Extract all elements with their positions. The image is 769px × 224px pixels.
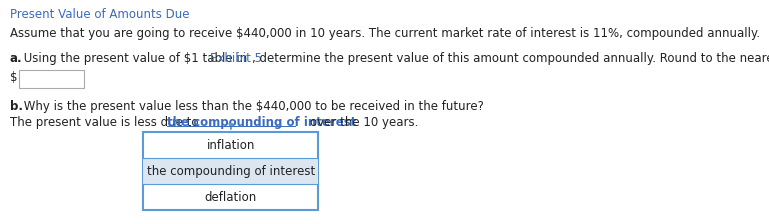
- Text: over the 10 years.: over the 10 years.: [295, 116, 418, 129]
- Bar: [19, 70, 84, 88]
- Bar: [143, 132, 318, 210]
- Text: Present Value of Amounts Due: Present Value of Amounts Due: [10, 8, 189, 21]
- Text: the compounding of interest: the compounding of interest: [167, 116, 356, 129]
- Text: Why is the present value less than the $440,000 to be received in the future?: Why is the present value less than the $…: [19, 100, 484, 113]
- Text: , determine the present value of this amount compounded annually. Round to the n: , determine the present value of this am…: [252, 52, 769, 65]
- Text: b.: b.: [10, 100, 23, 113]
- Text: Assume that you are going to receive $440,000 in 10 years. The current market ra: Assume that you are going to receive $44…: [10, 27, 760, 40]
- Text: inflation: inflation: [207, 138, 255, 151]
- Text: The present value is less due to: The present value is less due to: [10, 116, 202, 129]
- Bar: [143, 158, 318, 184]
- Text: a.: a.: [10, 52, 22, 65]
- Text: the compounding of interest: the compounding of interest: [147, 164, 315, 177]
- Text: deflation: deflation: [205, 190, 257, 203]
- Text: Exhibit 5: Exhibit 5: [209, 52, 261, 65]
- Text: $: $: [10, 71, 18, 84]
- Text: Using the present value of $1 table in: Using the present value of $1 table in: [19, 52, 251, 65]
